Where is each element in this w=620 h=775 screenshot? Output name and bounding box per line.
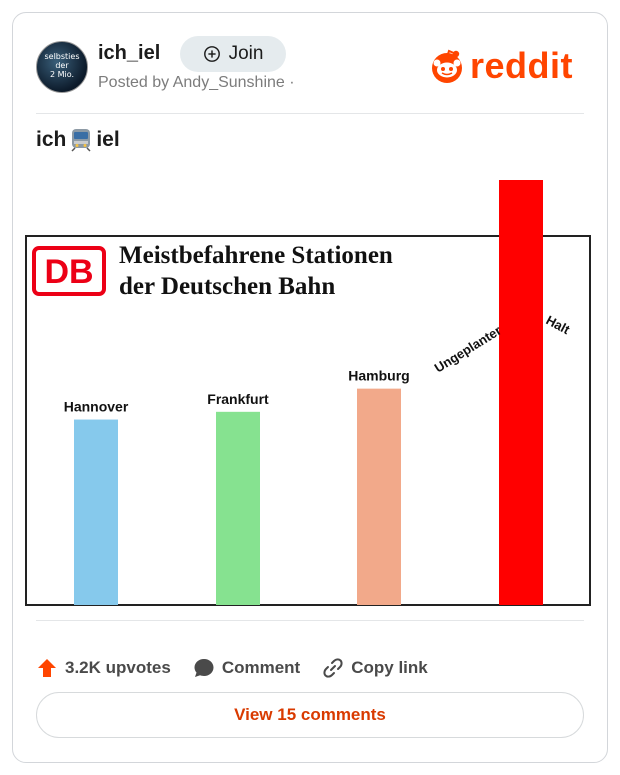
reddit-wordmark: reddit: [470, 45, 574, 86]
post-title-prefix: ich: [36, 128, 67, 151]
bar-3: [357, 388, 401, 605]
post-title-suffix: iel: [96, 128, 120, 151]
action-bar: 3.2K upvotes Comment Copy link: [36, 656, 450, 680]
upvote-arrow-icon: [38, 659, 56, 677]
link-icon: [323, 658, 343, 678]
avatar-text-line-3: 2 Mio.: [49, 70, 75, 79]
comment-label: Comment: [221, 658, 301, 677]
join-button[interactable]: Join: [180, 36, 286, 72]
bar-label-2: Frankfurt: [207, 391, 269, 407]
bar-label-3: Hamburg: [348, 368, 409, 384]
reddit-logo: reddit: [428, 45, 573, 87]
image-divider: [36, 620, 584, 621]
avatar-text-line-2: der: [55, 61, 69, 70]
db-logo: DB: [32, 246, 106, 296]
reddit-snoo-icon: [432, 49, 462, 83]
subreddit-avatar[interactable]: selbsties der 2 Mio.: [36, 41, 88, 93]
upvote-count: 3.2K upvotes: [65, 658, 171, 677]
chart-heading-line-2: der Deutschen Bahn: [119, 273, 335, 300]
bar-1: [74, 419, 118, 605]
train-icon: [71, 129, 91, 152]
copy-link-button[interactable]: Copy link: [322, 657, 428, 679]
bar-chart: DB Meistbefahrene Stationen der Deutsche…: [25, 180, 591, 606]
join-label: Join: [228, 43, 264, 64]
bar-label-1: Hannover: [64, 399, 129, 415]
db-logo-text: DB: [44, 253, 93, 291]
view-comments-button[interactable]: View 15 comments: [36, 692, 584, 738]
avatar-text-line-1: selbsties: [44, 52, 80, 61]
bar-4: [499, 180, 543, 605]
post-image[interactable]: DB Meistbefahrene Stationen der Deutsche…: [14, 168, 606, 618]
header-divider: [36, 113, 584, 114]
comment-button[interactable]: Comment: [193, 657, 300, 679]
subreddit-name[interactable]: ich_iel: [98, 42, 161, 64]
comment-bubble-icon: [194, 659, 214, 677]
copy-link-label: Copy link: [351, 658, 428, 677]
posted-by: Posted by Andy_Sunshine ·: [98, 74, 295, 91]
avatar-text: selbsties der 2 Mio.: [37, 52, 87, 79]
post-title[interactable]: ich iel: [36, 128, 120, 152]
bar-2: [216, 411, 260, 605]
chart-frame: [25, 235, 591, 606]
chart-heading-line-1: Meistbefahrene Stationen: [119, 242, 393, 269]
plus-circle-icon: [203, 46, 220, 62]
upvote-button[interactable]: 3.2K upvotes: [36, 657, 171, 679]
